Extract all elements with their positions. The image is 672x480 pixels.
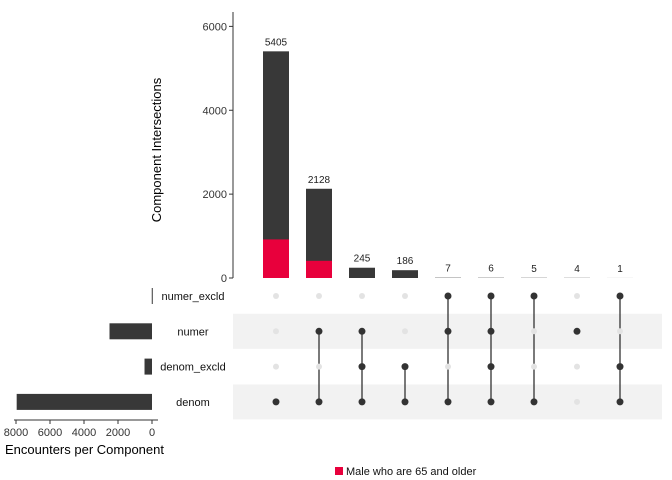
matrix-dot-active bbox=[530, 292, 538, 300]
set-size-bar bbox=[109, 323, 152, 340]
matrix-dot-active bbox=[358, 327, 366, 335]
intersection-count-label: 1 bbox=[617, 264, 623, 275]
matrix-dot-inactive bbox=[574, 293, 580, 299]
set-size-bar bbox=[144, 358, 152, 375]
matrix-dot-active bbox=[444, 327, 452, 335]
matrix-dot-active bbox=[315, 327, 323, 335]
set-label: numer bbox=[177, 326, 209, 338]
matrix-dot-active bbox=[444, 398, 452, 406]
intersection-axis-tick-label: 6000 bbox=[203, 21, 227, 33]
intersection-count-label: 245 bbox=[354, 254, 371, 265]
matrix-dot-inactive bbox=[402, 293, 408, 299]
matrix-dot-inactive bbox=[574, 363, 580, 370]
intersection-count-label: 5 bbox=[531, 264, 537, 275]
intersection-axis-tick-label: 0 bbox=[221, 273, 227, 285]
set-size-bar bbox=[151, 288, 153, 304]
matrix-dot-active bbox=[401, 398, 409, 406]
intersection-axis-tick-label: 2000 bbox=[203, 189, 227, 201]
set-size-axis-tick-label: 6000 bbox=[38, 427, 62, 439]
intersection-count-label: 6 bbox=[488, 264, 494, 275]
matrix-dot-active bbox=[487, 327, 495, 335]
set-size-axis: 8000 6000 4000 2000 0 bbox=[4, 419, 158, 439]
matrix-dot-inactive bbox=[273, 363, 279, 370]
set-size-bar bbox=[16, 393, 153, 410]
matrix-dot-inactive bbox=[273, 293, 279, 299]
matrix-dot-active bbox=[573, 327, 581, 335]
set-size-axis-tick-label: 0 bbox=[149, 427, 155, 439]
intersection-count-label: 7 bbox=[445, 264, 451, 275]
matrix-dot-active bbox=[487, 398, 495, 406]
matrix-dot-active bbox=[530, 398, 538, 406]
intersection-axis-title: Component Intersections bbox=[149, 77, 164, 222]
matrix-dot-inactive bbox=[531, 328, 537, 335]
set-size-axis-title: Encounters per Component bbox=[5, 442, 164, 457]
intersection-count-label: 5405 bbox=[265, 37, 288, 48]
intersection-count-labels: 5405 2128 245 186 7 6 5 4 1 bbox=[265, 37, 623, 275]
set-label: denom bbox=[176, 397, 210, 409]
matrix-dot-active bbox=[401, 363, 409, 371]
intersection-bar-highlight bbox=[263, 239, 289, 278]
matrix-dot-active bbox=[444, 292, 452, 300]
matrix-dot-inactive bbox=[273, 328, 279, 335]
set-size-axis-tick-label: 8000 bbox=[4, 427, 28, 439]
intersection-bars bbox=[263, 51, 633, 278]
matrix-dot-active bbox=[358, 363, 366, 371]
matrix-dot-inactive bbox=[531, 363, 537, 370]
matrix-dot-active bbox=[487, 363, 495, 371]
intersection-count-label: 186 bbox=[397, 256, 414, 267]
membership-matrix bbox=[272, 292, 624, 406]
matrix-dot-inactive bbox=[445, 363, 451, 370]
matrix-dot-active bbox=[616, 398, 624, 406]
set-label: numer_excld bbox=[162, 291, 225, 303]
intersection-count-label: 2128 bbox=[308, 175, 331, 186]
intersection-count-label: 4 bbox=[574, 264, 580, 275]
legend: Male who are 65 and older bbox=[335, 466, 477, 478]
matrix-dot-active bbox=[358, 398, 366, 406]
legend-swatch bbox=[335, 467, 343, 475]
intersection-size-axis: 0 2000 4000 6000 bbox=[203, 12, 234, 285]
set-size-bars bbox=[16, 288, 153, 410]
set-size-axis-tick-label: 4000 bbox=[72, 427, 96, 439]
matrix-dot-active bbox=[272, 398, 280, 406]
intersection-bar bbox=[392, 270, 418, 278]
set-size-axis-tick-label: 2000 bbox=[106, 427, 130, 439]
matrix-dot-inactive bbox=[359, 293, 365, 299]
matrix-dot-inactive bbox=[402, 328, 408, 335]
matrix-dot-active bbox=[315, 398, 323, 406]
matrix-dot-active bbox=[487, 292, 495, 300]
matrix-dot-inactive bbox=[574, 398, 580, 405]
matrix-dot-inactive bbox=[316, 363, 322, 370]
matrix-dot-inactive bbox=[316, 293, 322, 299]
matrix-dot-inactive bbox=[617, 328, 623, 335]
intersection-axis-tick-label: 4000 bbox=[203, 105, 227, 117]
intersection-bar-highlight bbox=[306, 260, 332, 278]
intersection-bar bbox=[349, 267, 375, 278]
matrix-dot-active bbox=[616, 363, 624, 371]
matrix-dot-active bbox=[616, 292, 624, 300]
legend-label: Male who are 65 and older bbox=[346, 466, 477, 478]
set-label: denom_excld bbox=[160, 362, 225, 374]
